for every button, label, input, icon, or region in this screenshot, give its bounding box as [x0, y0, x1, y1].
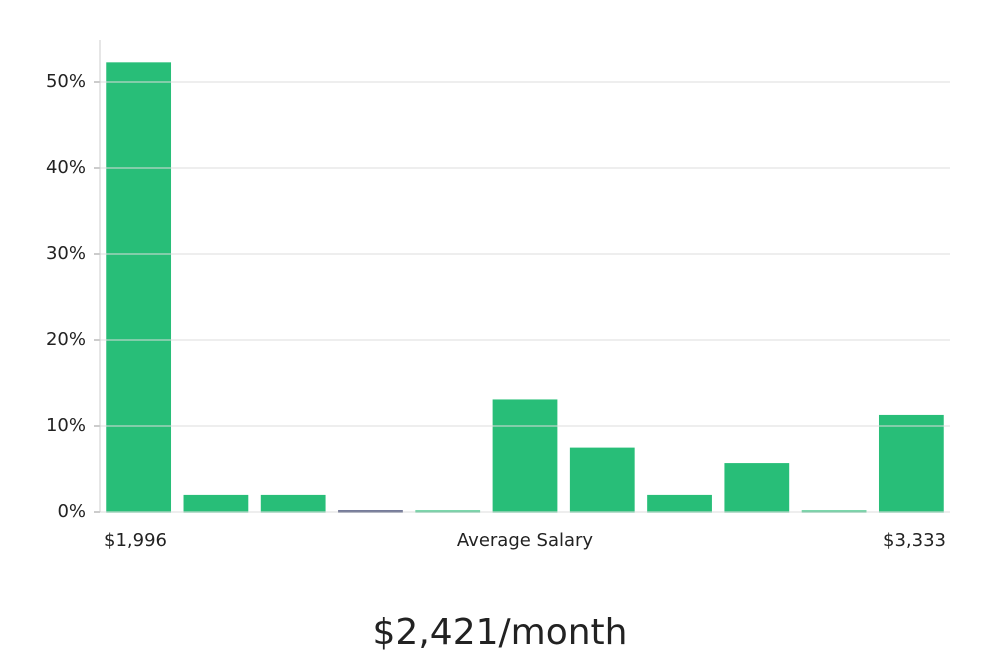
bar [724, 463, 790, 513]
bar [647, 494, 712, 513]
bar [492, 399, 558, 513]
bar [106, 62, 172, 513]
x-min-label: $1,996 [104, 530, 167, 551]
y-tick-label: 0% [57, 501, 86, 522]
y-tick-label: 20% [46, 329, 86, 350]
bar [569, 447, 635, 513]
y-tick-label: 40% [46, 157, 86, 178]
y-tick-label: 10% [46, 415, 86, 436]
y-tick-label: 30% [46, 243, 86, 264]
bar [260, 494, 326, 513]
x-axis-label: Average Salary [457, 530, 594, 551]
caption: $2,421/month [373, 612, 628, 653]
y-tick-label: 50% [46, 71, 86, 92]
x-max-label: $3,333 [883, 530, 946, 551]
bar [183, 494, 249, 513]
bar [878, 414, 944, 513]
